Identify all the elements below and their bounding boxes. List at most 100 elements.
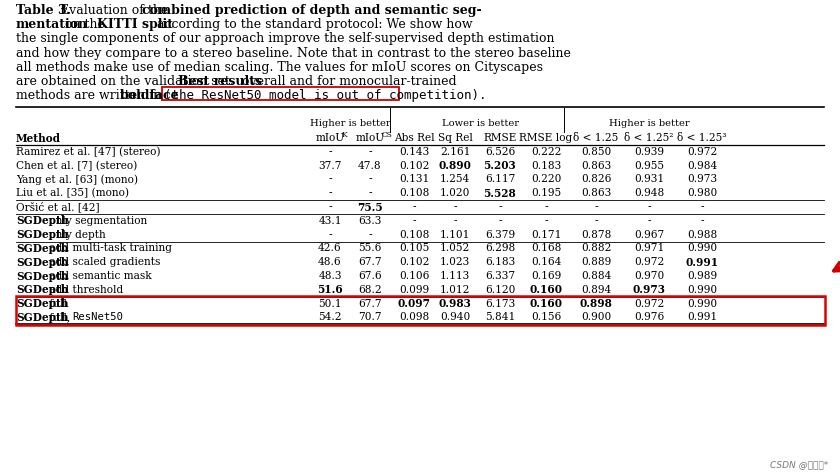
- Text: 0.940: 0.940: [440, 313, 470, 323]
- Text: 0.989: 0.989: [687, 271, 717, 281]
- Text: 0.102: 0.102: [399, 161, 429, 171]
- Text: 0.931: 0.931: [634, 174, 664, 184]
- Text: -: -: [648, 202, 651, 212]
- Text: δ < 1.25: δ < 1.25: [574, 133, 618, 142]
- Text: δ < 1.25³: δ < 1.25³: [677, 133, 727, 142]
- Text: -: -: [412, 216, 416, 226]
- Text: 5.203: 5.203: [484, 160, 517, 171]
- Text: mIoU: mIoU: [316, 133, 344, 142]
- Text: 0.991: 0.991: [685, 256, 718, 268]
- Text: mentation: mentation: [16, 18, 88, 31]
- Text: 1.101: 1.101: [440, 229, 470, 239]
- Text: 0.863: 0.863: [581, 188, 612, 198]
- Text: 0.991: 0.991: [687, 313, 717, 323]
- Text: 0.105: 0.105: [399, 243, 429, 254]
- Text: Yang et al. [63] (mono): Yang et al. [63] (mono): [16, 174, 138, 185]
- Text: on the: on the: [61, 18, 109, 31]
- Text: 70.7: 70.7: [358, 313, 382, 323]
- Text: 0.195: 0.195: [531, 188, 561, 198]
- Text: 68.2: 68.2: [358, 285, 382, 295]
- Text: 0.164: 0.164: [531, 257, 561, 267]
- Text: RMSE: RMSE: [483, 133, 517, 142]
- Text: 6.117: 6.117: [485, 174, 515, 184]
- Text: 0.973: 0.973: [687, 174, 717, 184]
- Text: 0.972: 0.972: [634, 257, 664, 267]
- Text: -: -: [368, 188, 372, 198]
- Text: 0.160: 0.160: [529, 298, 563, 309]
- Text: only depth: only depth: [46, 229, 106, 239]
- Text: add semantic mask: add semantic mask: [46, 271, 151, 281]
- Text: 48.3: 48.3: [318, 271, 342, 281]
- Text: 1.020: 1.020: [440, 188, 470, 198]
- Text: -: -: [544, 216, 548, 226]
- Text: -: -: [701, 216, 704, 226]
- Text: 54.2: 54.2: [318, 313, 342, 323]
- Text: 5.528: 5.528: [484, 188, 517, 199]
- Text: 0.878: 0.878: [580, 229, 612, 239]
- Text: 0.900: 0.900: [581, 313, 612, 323]
- Text: 0.967: 0.967: [634, 229, 664, 239]
- Text: SGDepth: SGDepth: [16, 298, 69, 309]
- Text: 67.6: 67.6: [358, 271, 382, 281]
- Text: full: full: [46, 299, 67, 309]
- Text: -: -: [328, 174, 332, 184]
- Text: SGDepth: SGDepth: [16, 256, 69, 268]
- Text: -: -: [594, 216, 598, 226]
- Text: are obtained on the validation set.: are obtained on the validation set.: [16, 75, 238, 88]
- Text: ResNet50: ResNet50: [72, 313, 123, 323]
- Text: methods are written in: methods are written in: [16, 89, 165, 102]
- Text: RMSE log: RMSE log: [519, 133, 573, 142]
- Text: 0.983: 0.983: [438, 298, 471, 309]
- Text: 0.939: 0.939: [634, 147, 664, 157]
- Text: SGDepth: SGDepth: [16, 285, 69, 295]
- Text: mIoU: mIoU: [355, 133, 385, 142]
- Text: -: -: [454, 216, 457, 226]
- Text: 0.156: 0.156: [531, 313, 561, 323]
- Text: Method: Method: [16, 133, 61, 143]
- Text: 6.120: 6.120: [485, 285, 515, 295]
- Text: Sq Rel: Sq Rel: [438, 133, 472, 142]
- Text: -: -: [368, 229, 372, 239]
- Text: 75.5: 75.5: [357, 201, 383, 212]
- Text: KITTI split: KITTI split: [97, 18, 173, 31]
- Text: 0.097: 0.097: [397, 298, 431, 309]
- Text: Evaluation of the: Evaluation of the: [56, 4, 172, 17]
- Text: Oršić et al. [42]: Oršić et al. [42]: [16, 201, 100, 212]
- Text: 0.108: 0.108: [399, 229, 429, 239]
- Text: 42.6: 42.6: [318, 243, 342, 254]
- Text: 0.131: 0.131: [399, 174, 429, 184]
- Text: 37.7: 37.7: [318, 161, 342, 171]
- Text: SGDepth: SGDepth: [16, 215, 69, 226]
- Text: 0.882: 0.882: [580, 243, 612, 254]
- Text: boldface: boldface: [119, 89, 179, 102]
- Text: 1.012: 1.012: [440, 285, 470, 295]
- Text: δ < 1.25²: δ < 1.25²: [624, 133, 674, 142]
- Text: combined prediction of depth and semantic seg-: combined prediction of depth and semanti…: [142, 4, 481, 17]
- Text: CS: CS: [382, 131, 393, 139]
- Text: 5.841: 5.841: [485, 313, 515, 323]
- Text: -: -: [328, 188, 332, 198]
- Text: SGDepth: SGDepth: [16, 312, 69, 323]
- Text: 0.972: 0.972: [687, 147, 717, 157]
- Text: Higher is better: Higher is better: [310, 119, 391, 128]
- Text: 6.526: 6.526: [485, 147, 515, 157]
- Text: -: -: [412, 202, 416, 212]
- Text: 50.1: 50.1: [318, 299, 342, 309]
- Text: 0.971: 0.971: [634, 243, 664, 254]
- Text: 0.970: 0.970: [634, 271, 664, 281]
- Text: -: -: [328, 202, 332, 212]
- Text: -: -: [498, 202, 501, 212]
- Text: -: -: [701, 202, 704, 212]
- Text: Table 3.: Table 3.: [16, 4, 71, 17]
- Text: Liu et al. [35] (mono): Liu et al. [35] (mono): [16, 188, 129, 199]
- Text: 0.955: 0.955: [634, 161, 664, 171]
- Text: 0.098: 0.098: [399, 313, 429, 323]
- Text: 0.990: 0.990: [687, 243, 717, 254]
- Text: 1.254: 1.254: [440, 174, 470, 184]
- Text: 0.898: 0.898: [580, 298, 612, 309]
- Text: add threshold: add threshold: [46, 285, 123, 295]
- Text: 6.298: 6.298: [485, 243, 515, 254]
- Text: 0.171: 0.171: [531, 229, 561, 239]
- Text: 0.984: 0.984: [687, 161, 717, 171]
- Text: Best results: Best results: [178, 75, 262, 88]
